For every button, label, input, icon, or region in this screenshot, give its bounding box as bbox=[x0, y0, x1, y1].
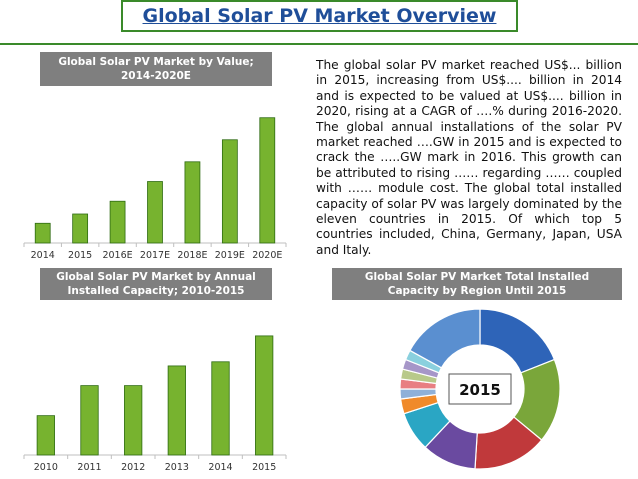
value-chart-bar bbox=[147, 181, 163, 244]
annual-chart: 2010 2011 2012 2013 2014 2015 bbox=[20, 302, 290, 474]
value-chart: 2014 2015 2016E 2017E 2018E 2019E 2020E bbox=[20, 88, 290, 263]
annual-chart-bar bbox=[167, 365, 186, 456]
annual-chart-tick-label: 2011 bbox=[77, 462, 101, 473]
region-chart-title-line-1: Global Solar PV Market Total Installed bbox=[364, 271, 590, 283]
annual-chart-bar bbox=[36, 415, 55, 456]
value-chart-title-line-2: 2014-2020E bbox=[121, 70, 191, 82]
annual-chart-bar bbox=[211, 361, 230, 456]
value-chart-tick-label: 2020E bbox=[252, 250, 282, 261]
header-divider bbox=[0, 43, 638, 45]
value-chart-tick-label: 2019E bbox=[215, 250, 245, 261]
annual-chart-title-line-2: Installed Capacity; 2010-2015 bbox=[67, 285, 245, 297]
region-chart-center-label: 2015 bbox=[459, 381, 501, 399]
value-chart-tick-label: 2018E bbox=[177, 250, 207, 261]
annual-chart-tick-label: 2014 bbox=[208, 462, 232, 473]
value-chart-bar bbox=[221, 139, 238, 244]
value-chart-bar bbox=[184, 161, 201, 244]
value-chart-svg: 2014 2015 2016E 2017E 2018E 2019E 2020E bbox=[23, 117, 287, 261]
annual-chart-tick-label: 2015 bbox=[252, 462, 276, 473]
region-chart-title-line-2: Capacity by Region Until 2015 bbox=[387, 285, 567, 297]
value-chart-tick-label: 2014 bbox=[31, 250, 55, 261]
value-chart-title-line-1: Global Solar PV Market by Value; bbox=[58, 56, 254, 68]
region-chart-svg: 2015 bbox=[399, 308, 561, 470]
region-chart-header: Global Solar PV Market Total Installed C… bbox=[332, 268, 622, 300]
page-title: Global Solar PV Market Overview bbox=[142, 5, 497, 27]
value-chart-bar bbox=[72, 213, 89, 244]
value-chart-header: Global Solar PV Market by Value; 2014-20… bbox=[40, 52, 272, 86]
annual-chart-tick-label: 2010 bbox=[34, 462, 58, 473]
annual-chart-svg: 2010 2011 2012 2013 2014 2015 bbox=[23, 335, 287, 473]
value-chart-bar bbox=[34, 222, 51, 244]
annual-chart-tick-label: 2012 bbox=[121, 462, 145, 473]
market-description: The global solar PV market reached US$..… bbox=[316, 58, 622, 257]
annual-chart-header: Global Solar PV Market by Annual Install… bbox=[40, 268, 272, 300]
value-chart-tick-label: 2016E bbox=[102, 250, 132, 261]
value-chart-bar bbox=[259, 117, 276, 244]
annual-chart-tick-label: 2013 bbox=[165, 462, 189, 473]
region-chart: 2015 bbox=[380, 302, 580, 474]
annual-chart-bar bbox=[255, 335, 274, 456]
title-box: Global Solar PV Market Overview bbox=[121, 0, 518, 32]
value-chart-tick-label: 2017E bbox=[140, 250, 170, 261]
annual-chart-bar bbox=[80, 385, 99, 456]
value-chart-tick-label: 2015 bbox=[68, 250, 92, 261]
value-chart-bar bbox=[109, 200, 126, 244]
annual-chart-title-line-1: Global Solar PV Market by Annual bbox=[56, 271, 256, 283]
region-chart-center-box bbox=[448, 373, 512, 405]
annual-chart-bar bbox=[124, 385, 143, 456]
